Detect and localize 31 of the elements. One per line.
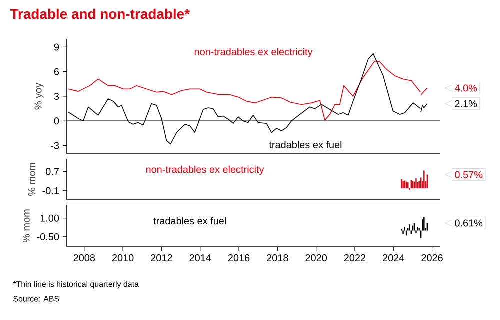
x-tick-label: 2024 [383, 254, 404, 262]
y-axis-title: % mom [28, 163, 36, 196]
text: 0.61% [455, 220, 483, 227]
y-tick-label: -0.50 [37, 233, 60, 240]
x-tick-label: 2020 [306, 254, 328, 262]
y-tick-label: 0 [54, 118, 60, 125]
x-tick-label: 2010 [112, 254, 134, 262]
series-label: tradables ex fuel [269, 141, 342, 148]
text: tradables ex fuel [154, 217, 226, 225]
y-tick-label: 6 [54, 68, 60, 76]
chart-title: Tradable and non-tradable* [10, 8, 190, 20]
x-tick-label: 2016 [228, 254, 250, 262]
text: 4.0% [454, 84, 478, 92]
text: non-tradables ex electricity [194, 48, 313, 58]
y-tick-label: 0.7 [46, 168, 59, 176]
y-tick-label: 1.00 [40, 214, 60, 222]
y-tick-label: -0.1 [42, 187, 60, 194]
x-tick-label: 2014 [190, 254, 212, 262]
y-tick-label: -3 [51, 142, 60, 150]
y-axis-title: % yoy [34, 82, 44, 110]
x-tick-label: 2012 [151, 254, 172, 262]
y-tick-label: 9 [54, 44, 60, 51]
x-tick-label: 2022 [344, 254, 366, 262]
x-tick-label: 2008 [74, 254, 96, 262]
y-tick-label: 3 [54, 92, 60, 100]
y-axis-title: % mom [22, 210, 30, 243]
text: 2.1% [455, 100, 478, 108]
text: non-tradables ex electricity [146, 166, 264, 176]
x-tick-label: 2026 [422, 254, 443, 262]
x-tick-label: 2018 [267, 254, 288, 262]
text: 0.57% [455, 171, 483, 178]
